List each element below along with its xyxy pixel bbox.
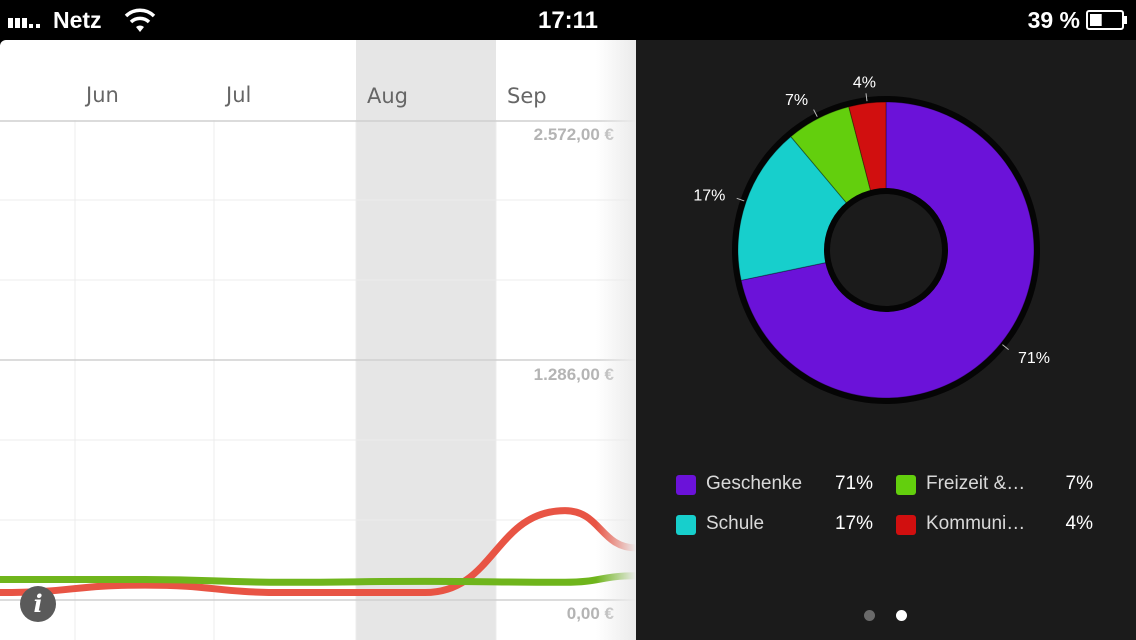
y-label-mid: 1.286,00 € — [534, 365, 615, 384]
grid-horizontal — [0, 120, 636, 601]
page-indicator[interactable] — [862, 610, 912, 622]
legend-item-freizeit[interactable]: Freizeit &… 7% — [896, 472, 1106, 500]
donut-label-leader-1 — [1002, 344, 1009, 351]
donut-label-1: 71% — [1018, 350, 1050, 367]
line-series-1 — [0, 507, 636, 597]
page-dot-2[interactable] — [896, 610, 907, 621]
pie-chart-panel[interactable]: 71% 17% 7% 4% Geschenke 71% Freizeit &… 7% … — [636, 40, 1136, 640]
legend-value: 4% — [1065, 513, 1093, 534]
donut-label-2: 17% — [693, 187, 725, 204]
legend-item-kommunikation[interactable]: Kommuni… 4% — [896, 512, 1106, 540]
legend-value: 17% — [834, 513, 873, 534]
line-chart: Jun Jul Aug Sep 2.572,00 € 1.286,00 € 0,… — [0, 40, 636, 640]
wifi-icon — [124, 8, 156, 32]
legend-swatch — [896, 515, 916, 535]
legend-value: 7% — [1065, 473, 1093, 494]
status-time: 17:11 — [537, 7, 599, 34]
signal-icon — [8, 18, 40, 28]
legend-value: 71% — [834, 473, 873, 494]
legend-swatch — [676, 475, 696, 495]
legend-label: Freizeit &… — [926, 473, 1026, 494]
legend-item-schule[interactable]: Schule 17% — [676, 512, 886, 540]
carrier-name: Netz — [53, 7, 102, 33]
donut-slices — [737, 101, 1035, 399]
legend-label: Geschenke — [706, 473, 803, 494]
page-dot-1[interactable] — [864, 610, 875, 621]
legend-label: Kommuni… — [926, 513, 1026, 534]
donut-label-leader-3 — [813, 109, 818, 117]
donut-label-leader-4 — [865, 93, 868, 102]
donut-label-3: 7% — [785, 92, 808, 109]
month-labels: Jun Jul Aug Sep — [84, 83, 547, 108]
legend-item-geschenke[interactable]: Geschenke 71% — [676, 472, 886, 500]
legend-swatch — [676, 515, 696, 535]
legend-swatch — [896, 475, 916, 495]
month-label-aug: Aug — [367, 84, 408, 108]
info-button[interactable]: i — [20, 586, 56, 622]
status-bar: Netz 17:11 39 % — [0, 0, 1136, 40]
line-chart-panel[interactable]: Jun Jul Aug Sep 2.572,00 € 1.286,00 € 0,… — [0, 40, 636, 640]
legend-label: Schule — [706, 513, 765, 534]
battery-icon — [1086, 10, 1127, 30]
line-series-group — [0, 507, 636, 597]
highlighted-month-column — [356, 40, 496, 640]
donut-label-4: 4% — [853, 74, 876, 91]
panel-edge-shadow — [596, 40, 636, 640]
line-series-2 — [0, 572, 636, 586]
donut-label-leader-2 — [736, 197, 745, 202]
month-label-sep: Sep — [507, 84, 547, 108]
month-label-jul: Jul — [224, 83, 251, 107]
month-label-jun: Jun — [84, 83, 119, 107]
y-label-max: 2.572,00 € — [534, 125, 615, 144]
donut-labels: 71% 17% 7% 4% — [693, 74, 1050, 367]
donut-chart: 71% 17% 7% 4% — [693, 74, 1050, 404]
battery-percent: 39 % — [1027, 7, 1080, 33]
